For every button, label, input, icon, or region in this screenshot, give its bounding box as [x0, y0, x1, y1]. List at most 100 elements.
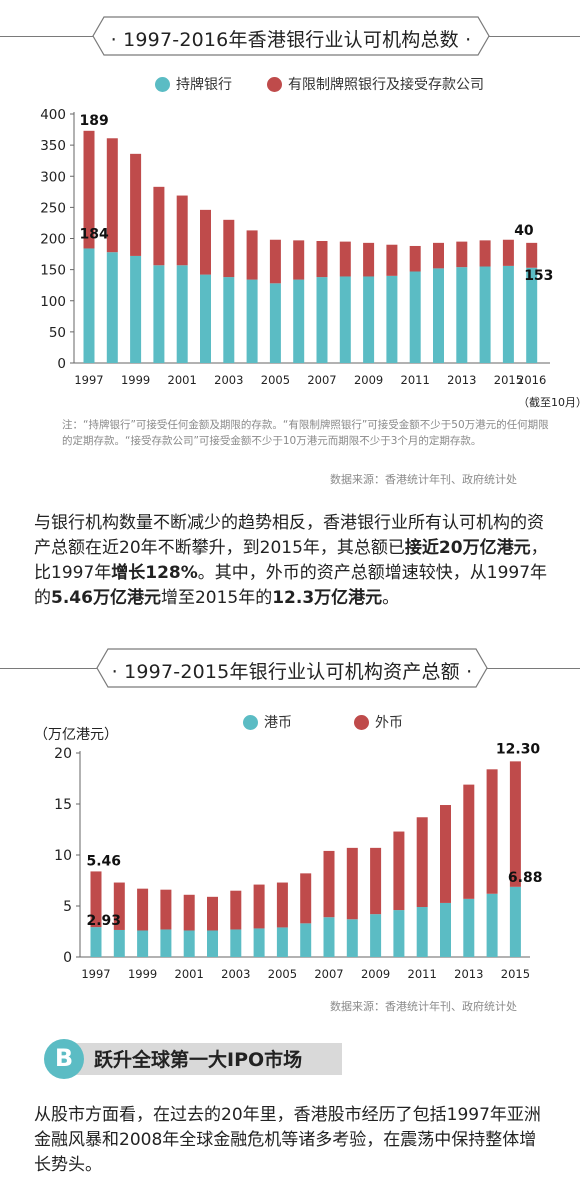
title-frame: [96, 648, 488, 688]
bar-segment-外币-1997: [90, 871, 102, 928]
bar-segment-港币-2000: [160, 929, 172, 957]
bar-segment-有限制牌照银行及接受存款公司-2007: [316, 240, 328, 278]
bar-segment-持牌银行-2000: [153, 265, 165, 363]
chart1-plot: 0 50 100 150 200 250 300 350 400 1997 1999 2001 2003…: [40, 107, 580, 409]
x-tick-label: 2003: [214, 373, 243, 387]
y-tick-label: 5: [63, 899, 72, 915]
bar-segment-外币-2005: [276, 882, 288, 928]
bar-segment-有限制牌照银行及接受存款公司-2005: [269, 239, 281, 284]
section-b-header: B 跃升全球第一大IPO市场: [44, 1039, 344, 1079]
section-b-letter: B: [54, 1044, 74, 1072]
y-tick-label: 200: [40, 232, 66, 248]
y-tick-label: 400: [40, 107, 66, 123]
chart1-title: · 1997-2016年香港银行业认可机构总数 ·: [110, 29, 472, 51]
y-tick-label: 350: [40, 138, 66, 154]
bar-segment-港币-2014: [486, 893, 498, 957]
bar-segment-持牌银行-2005: [269, 283, 281, 363]
bar-segment-港币-2003: [230, 929, 242, 957]
x-tick-label: 2005: [268, 967, 297, 981]
y-tick-label: 50: [49, 325, 66, 341]
x-tick-label: 1997: [81, 967, 110, 981]
chart1-footnote: 注：“持牌银行”可接受任何金额及期限的存款。“有限制牌照银行”可接受金额不少于5…: [62, 419, 549, 447]
chart1-legend-item-licensed: 持牌银行: [155, 74, 232, 94]
para-text: 增至2015年的: [160, 588, 273, 608]
y-tick-label: 150: [40, 263, 66, 279]
bar-segment-持牌银行-2015: [502, 265, 514, 363]
bar-segment-持牌银行-2010: [386, 275, 398, 363]
chart2-legend-item-hkd: 港币: [243, 712, 292, 732]
x-tick-label: 2013: [447, 373, 476, 387]
y-tick-label: 10: [54, 848, 72, 864]
y-tick-label: 250: [40, 200, 66, 216]
chart2-unit-label: （万亿港元）: [34, 727, 118, 743]
chart2-title: · 1997-2015年银行业认可机构资产总额 ·: [111, 661, 473, 683]
bar-segment-港币-2010: [393, 910, 405, 957]
x-tick-label: 2001: [175, 967, 204, 981]
y-tick-label: 300: [40, 169, 66, 185]
bar-segment-港币-2007: [323, 917, 335, 957]
bar-segment-外币-2008: [346, 847, 358, 920]
legend-label: 外币: [375, 715, 403, 731]
bar-segment-外币-2012: [440, 805, 451, 903]
annotation-bottom-last: 153: [524, 268, 553, 284]
bar-segment-有限制牌照银行及接受存款公司-1998: [106, 138, 118, 253]
bar-segment-港币-1998: [113, 929, 125, 957]
bar-segment-外币-2015: [509, 761, 521, 887]
x-tick-label: 1999: [121, 373, 150, 387]
para-bold: 5.46万亿港元: [51, 588, 161, 608]
chart2-title-banner: · 1997-2015年银行业认可机构资产总额 ·: [0, 648, 580, 688]
bar-segment-持牌银行-2016: [526, 267, 538, 363]
bar-segment-有限制牌照银行及接受存款公司-1999: [130, 153, 142, 256]
bar-segment-外币-2003: [230, 890, 242, 930]
section-b-bar: [44, 1039, 342, 1079]
para-bold: 接近20万亿港元: [404, 538, 531, 558]
bar-segment-外币-2002: [207, 896, 218, 931]
bar-segment-持牌银行-1998: [106, 252, 118, 363]
bar-segment-有限制牌照银行及接受存款公司-2003: [223, 219, 235, 278]
bar-segment-有限制牌照银行及接受存款公司-2000: [153, 186, 165, 266]
bar-segment-有限制牌照银行及接受存款公司-2016: [526, 242, 538, 268]
annotation-bottom-first: 184: [80, 226, 109, 242]
bar-segment-港币-2008: [346, 919, 358, 957]
bar-segment-外币-1998: [113, 882, 125, 930]
x-tick-label: 2009: [361, 967, 390, 981]
y-tick-label: 0: [57, 356, 66, 372]
bar-segment-港币-2011: [416, 907, 428, 957]
bar-segment-港币-2006: [300, 923, 312, 957]
x-tick-label: 2016: [517, 373, 546, 387]
annotation-top-last: 12.30: [496, 741, 541, 757]
chart2-source: 数据来源：香港统计年刊、政府统计处: [330, 1000, 517, 1013]
legend-label: 持牌银行: [176, 77, 232, 93]
bar-segment-外币-2004: [253, 884, 265, 929]
annotation-top-first: 189: [80, 113, 109, 129]
bar-segment-持牌银行-2014: [479, 266, 491, 363]
bar-segment-持牌银行-2013: [456, 267, 468, 363]
x-tick-label: 2011: [401, 373, 430, 387]
legend-swatch: [267, 76, 282, 92]
bar-segment-港币-2005: [276, 927, 288, 957]
bar-segment-持牌银行-2011: [409, 271, 421, 363]
title-box: · 1997-2015年银行业认可机构资产总额 ·: [96, 648, 488, 688]
chart1-title-banner: · 1997-2016年香港银行业认可机构总数 ·: [0, 16, 580, 56]
bar-segment-港币-1999: [137, 930, 149, 957]
title-frame: [92, 16, 490, 56]
bar-segment-有限制牌照银行及接受存款公司-2010: [386, 244, 398, 276]
bar-segment-持牌银行-2004: [246, 279, 258, 363]
annotation-top-first: 5.46: [87, 853, 122, 869]
x-tick-label: 2009: [354, 373, 383, 387]
bar-segment-外币-2009: [370, 847, 382, 915]
para-text: 。其中，外币的资产总额增速较快，从1997年的: [34, 563, 548, 608]
annotation-bottom-last: 6.88: [508, 870, 543, 886]
bar-segment-持牌银行-2001: [176, 265, 188, 363]
bar-segment-港币-2015: [509, 886, 521, 957]
chart2-plot: 0 5 10 15 20 1997 1999 2001 2003 2005 2007 2009 2011…: [54, 741, 543, 981]
bar-segment-持牌银行-2003: [223, 277, 235, 363]
legend-swatch: [354, 714, 369, 730]
bar-segment-有限制牌照银行及接受存款公司-2009: [363, 242, 375, 277]
y-tick-label: 20: [54, 746, 72, 762]
chart1-legend-item-restricted: 有限制牌照银行及接受存款公司: [267, 74, 484, 94]
bar-segment-有限制牌照银行及接受存款公司-2008: [339, 241, 351, 277]
bar-segment-港币-2013: [463, 898, 475, 957]
x-tick-label: 2007: [314, 967, 343, 981]
section-b-title: 跃升全球第一大IPO市场: [94, 1049, 303, 1071]
